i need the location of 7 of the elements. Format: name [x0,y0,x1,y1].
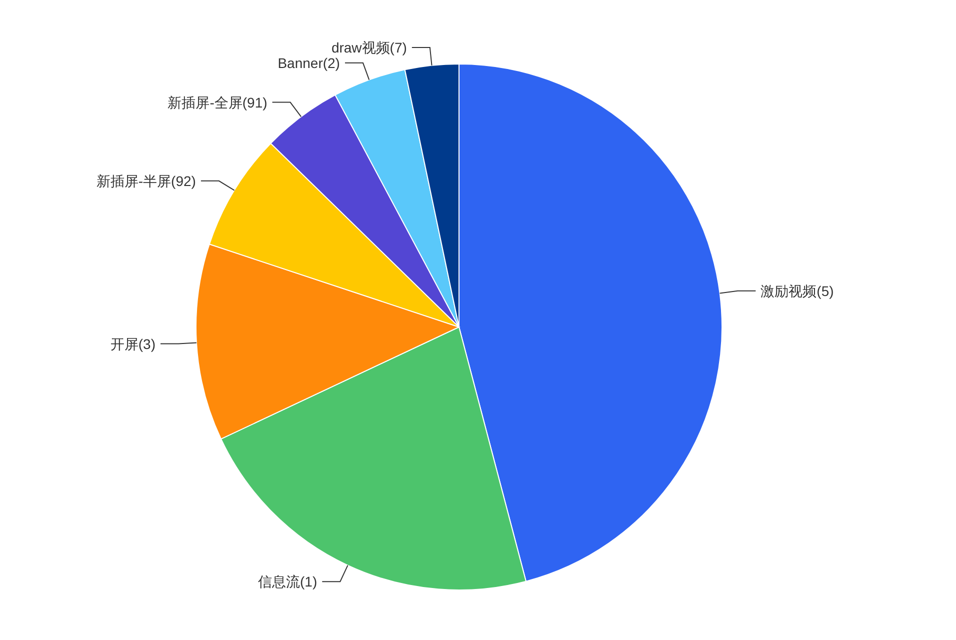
slice-label: 新插屏-全屏(91) [168,94,268,110]
slice-label: 激励视频(5) [760,282,834,299]
slice-label: 开屏(3) [110,336,156,352]
slice-label: draw视频(7) [331,40,407,56]
slice-label: 新插屏-半屏(92) [96,172,196,189]
slice-label: 信息流(1) [258,574,318,590]
slice-label: Banner(2) [278,54,340,71]
